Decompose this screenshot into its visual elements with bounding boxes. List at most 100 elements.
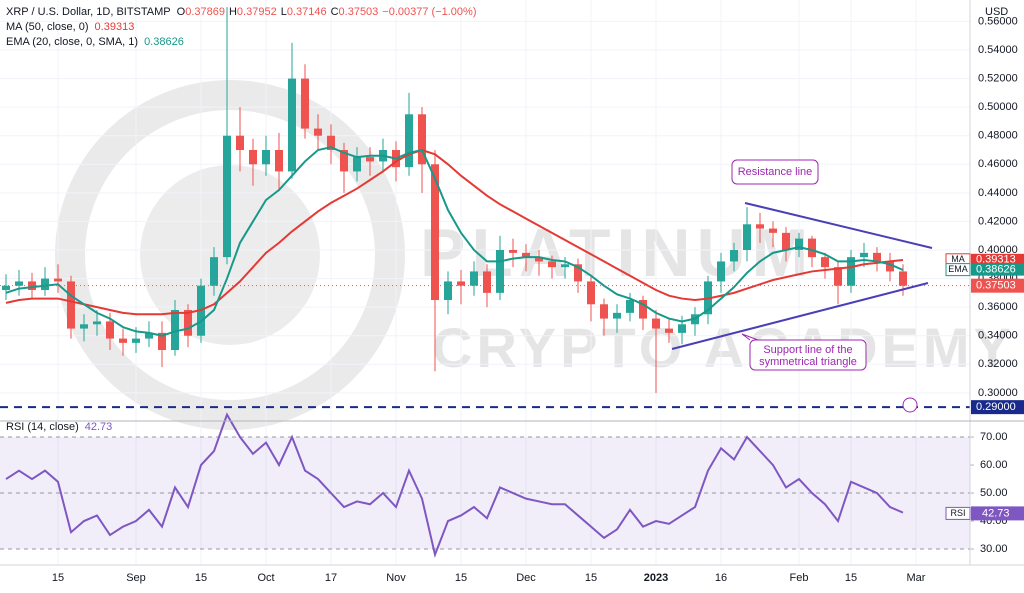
change: −0.00377 (−1.00%) — [382, 6, 476, 18]
candle-body — [15, 281, 23, 286]
x-tick-label: 15 — [195, 572, 207, 584]
title: XRP / U.S. Dollar, 1D, BITSTAMP — [6, 6, 171, 18]
candle-body — [587, 281, 595, 305]
candle-body — [41, 278, 49, 290]
candle-body — [535, 257, 543, 262]
candle-body — [210, 257, 218, 286]
watermark-logo — [55, 80, 405, 430]
event-icon[interactable] — [902, 397, 918, 413]
price-tag — [971, 278, 1024, 293]
plot — [0, 7, 970, 559]
tag-name-box — [945, 263, 971, 277]
legend-line: EMA (20, close, 0, SMA, 1) 0.38626 — [6, 36, 184, 48]
y-tick-label: 0.46000 — [978, 158, 1018, 170]
candle-body — [275, 150, 283, 172]
ohlc-label: O — [177, 6, 186, 18]
ohlc-value: 0.37503 — [339, 6, 379, 18]
candle-body — [184, 310, 192, 336]
price-tag — [971, 400, 1024, 415]
price-tag-label: 0.38626 — [976, 264, 1016, 276]
tag-name: RSI — [950, 508, 965, 518]
price-tag — [971, 253, 1024, 266]
x-tick-label: 16 — [715, 572, 727, 584]
x-tick-label: 15 — [455, 572, 467, 584]
ohlc-value: 0.37869 — [185, 6, 225, 18]
candle-body — [483, 271, 491, 293]
x-tick-label: Sep — [126, 572, 146, 584]
candle-body — [860, 252, 868, 258]
watermark-text: PLATINUM — [420, 215, 814, 291]
line — [5, 146, 904, 337]
candle-body — [470, 271, 478, 286]
annotation-box — [731, 159, 819, 185]
currency: USD — [985, 6, 1008, 18]
y-tick-label: 0.56000 — [978, 15, 1018, 27]
indicator-value: 0.38626 — [144, 36, 184, 48]
candle-body — [808, 238, 816, 258]
candle-body — [301, 78, 309, 129]
candle-body — [821, 257, 829, 268]
x-tick-label: 15 — [585, 572, 597, 584]
indicator-name: EMA (20, close, 0, SMA, 1) — [6, 36, 138, 48]
candle-body — [2, 285, 10, 290]
candle-body — [834, 267, 842, 286]
x-tick-label: Nov — [386, 572, 406, 584]
x-tick-label: Mar — [907, 572, 926, 584]
candle-body — [743, 224, 751, 250]
candle-body — [80, 324, 88, 329]
y-tick-label: 0.40000 — [978, 244, 1018, 256]
candle-body — [54, 278, 62, 282]
legend-line: XRP / U.S. Dollar, 1D, BITSTAMP O0.37869 H… — [6, 6, 476, 18]
candle-body — [405, 114, 413, 168]
annotation-pointer — [741, 333, 759, 341]
candle-body — [795, 238, 803, 250]
line — [5, 148, 904, 316]
candle-body — [457, 281, 465, 286]
indicator-name: MA (50, close, 0) — [6, 21, 89, 33]
y-tick-label: 0.48000 — [978, 130, 1018, 142]
x-tick-label: 15 — [845, 572, 857, 584]
y-tick-label: 0.54000 — [978, 44, 1018, 56]
price-tag-label: 0.39313 — [976, 254, 1016, 266]
annotation: Support line of the — [763, 344, 852, 356]
annotation-box — [749, 339, 867, 371]
x-tick-label: Dec — [516, 572, 536, 584]
candle-body — [431, 164, 439, 300]
y-tick-label: 0.34000 — [978, 330, 1018, 342]
y-tick-label: 0.52000 — [978, 72, 1018, 84]
y-tick-label: 0.36000 — [978, 301, 1018, 313]
candle-body — [769, 228, 777, 233]
ohlc-label: C — [331, 6, 339, 18]
candle-body — [626, 300, 634, 313]
candle-body — [236, 135, 244, 150]
candle-body — [158, 332, 166, 350]
watermark-text: CRYPTO ACADEMY — [432, 316, 1015, 379]
y-tick-label: 30.00 — [980, 543, 1008, 555]
candle-body — [67, 281, 75, 329]
candle-body — [678, 324, 686, 333]
ohlc-value: 0.37146 — [287, 6, 327, 18]
candle-body — [873, 252, 881, 262]
ohlc-label: H — [229, 6, 237, 18]
candle-body — [106, 321, 114, 339]
candle-body — [717, 261, 725, 282]
candle-body — [93, 321, 101, 325]
price-tag-label: 0.29000 — [976, 401, 1016, 413]
candle-body — [639, 300, 647, 319]
candle-body — [613, 312, 621, 319]
line — [5, 412, 904, 559]
price-tags: 0.29000 MA 0.39313 EMA 0.38626 0.37503 RSI 42.7… — [945, 253, 1024, 521]
y-tick-label: 60.00 — [980, 459, 1008, 471]
candle-body — [132, 338, 140, 343]
candle-body — [327, 135, 335, 150]
candle-body — [145, 332, 153, 339]
x-tick-label: 17 — [325, 572, 337, 584]
annotation: Resistance line — [738, 166, 813, 178]
candle-body — [600, 304, 608, 319]
legend-line: RSI (14, close) 42.73 — [6, 421, 112, 433]
tag-name: EMA — [948, 264, 968, 274]
annotation: symmetrical triangle — [759, 356, 857, 368]
candle-body — [665, 328, 673, 333]
